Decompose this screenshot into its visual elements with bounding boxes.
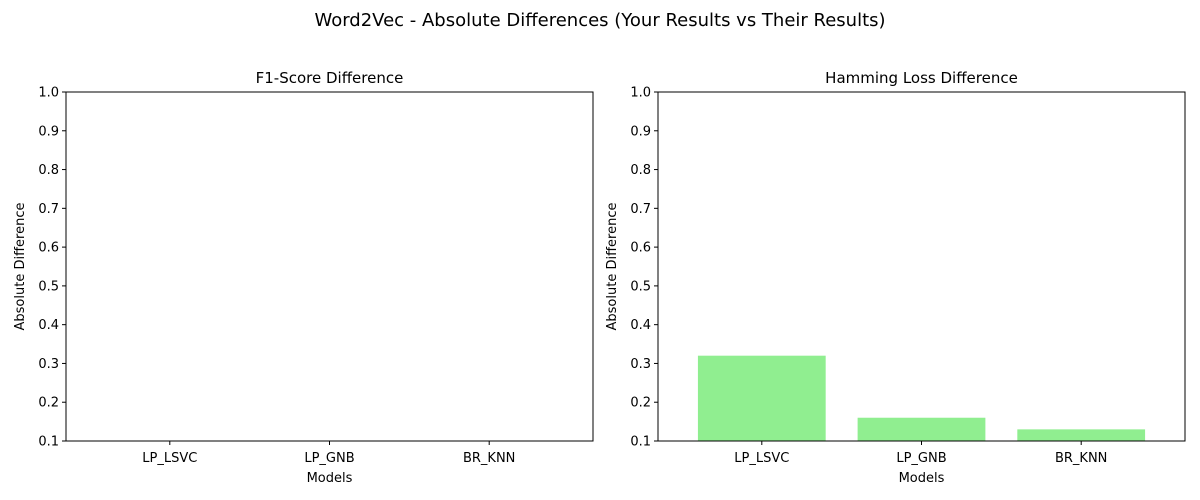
f1-xtick-label: LP_GNB <box>304 451 354 466</box>
hamming-bar-br-knn <box>1017 429 1146 441</box>
f1-score-chart: 0.1 0.2 0.3 0.4 0.5 0.6 0.7 0.8 0.9 1.0 LP_LSVC LP_… <box>13 69 594 486</box>
f1-xtick-label: LP_LSVC <box>142 451 197 466</box>
f1-ytick-label: 0.4 <box>38 318 59 333</box>
hamming-ytick-label: 0.5 <box>630 279 651 294</box>
hamming-x-axis-label: Models <box>899 471 945 486</box>
hamming-xtick-label: LP_LSVC <box>734 451 789 466</box>
f1-ytick-label: 0.2 <box>38 396 59 411</box>
hamming-ytick-label: 0.9 <box>630 124 651 139</box>
hamming-ytick-label: 0.3 <box>630 357 651 372</box>
hamming-xtick-label: BR_KNN <box>1055 451 1107 466</box>
hamming-ytick-label: 0.7 <box>630 202 651 217</box>
f1-ytick-label: 0.1 <box>38 435 59 450</box>
hamming-bar-lp-lsvc <box>697 355 826 441</box>
f1-ytick-label: 0.8 <box>38 163 59 178</box>
f1-ytick-label: 0.7 <box>38 202 59 217</box>
f1-ytick-label: 0.9 <box>38 124 59 139</box>
f1-xtick-label: BR_KNN <box>463 451 515 466</box>
hamming-y-axis-label: Absolute Difference <box>605 203 620 331</box>
f1-ytick-label: 0.6 <box>38 241 59 256</box>
f1-ytick-label: 0.3 <box>38 357 59 372</box>
f1-chart-title: F1-Score Difference <box>256 69 404 87</box>
hamming-loss-chart: 0.1 0.2 0.3 0.4 0.5 0.6 0.7 0.8 0.9 1.0 LP_LSVC LP_… <box>605 69 1186 486</box>
hamming-xtick-label: LP_GNB <box>896 451 946 466</box>
f1-x-axis-label: Models <box>307 471 353 486</box>
f1-axes-frame <box>65 91 594 442</box>
f1-ytick-label: 0.5 <box>38 279 59 294</box>
hamming-bar-lp-gnb <box>857 417 986 441</box>
f1-ytick-label: 1.0 <box>38 86 59 101</box>
hamming-ytick-label: 0.2 <box>630 396 651 411</box>
hamming-ytick-label: 0.1 <box>630 435 651 450</box>
hamming-ytick-label: 1.0 <box>630 86 651 101</box>
hamming-ytick-label: 0.4 <box>630 318 651 333</box>
hamming-ytick-label: 0.6 <box>630 241 651 256</box>
hamming-ytick-label: 0.8 <box>630 163 651 178</box>
f1-y-axis-label: Absolute Difference <box>13 203 28 331</box>
figure-title: Word2Vec - Absolute Differences (Your Re… <box>314 10 885 31</box>
hamming-chart-title: Hamming Loss Difference <box>825 69 1018 87</box>
